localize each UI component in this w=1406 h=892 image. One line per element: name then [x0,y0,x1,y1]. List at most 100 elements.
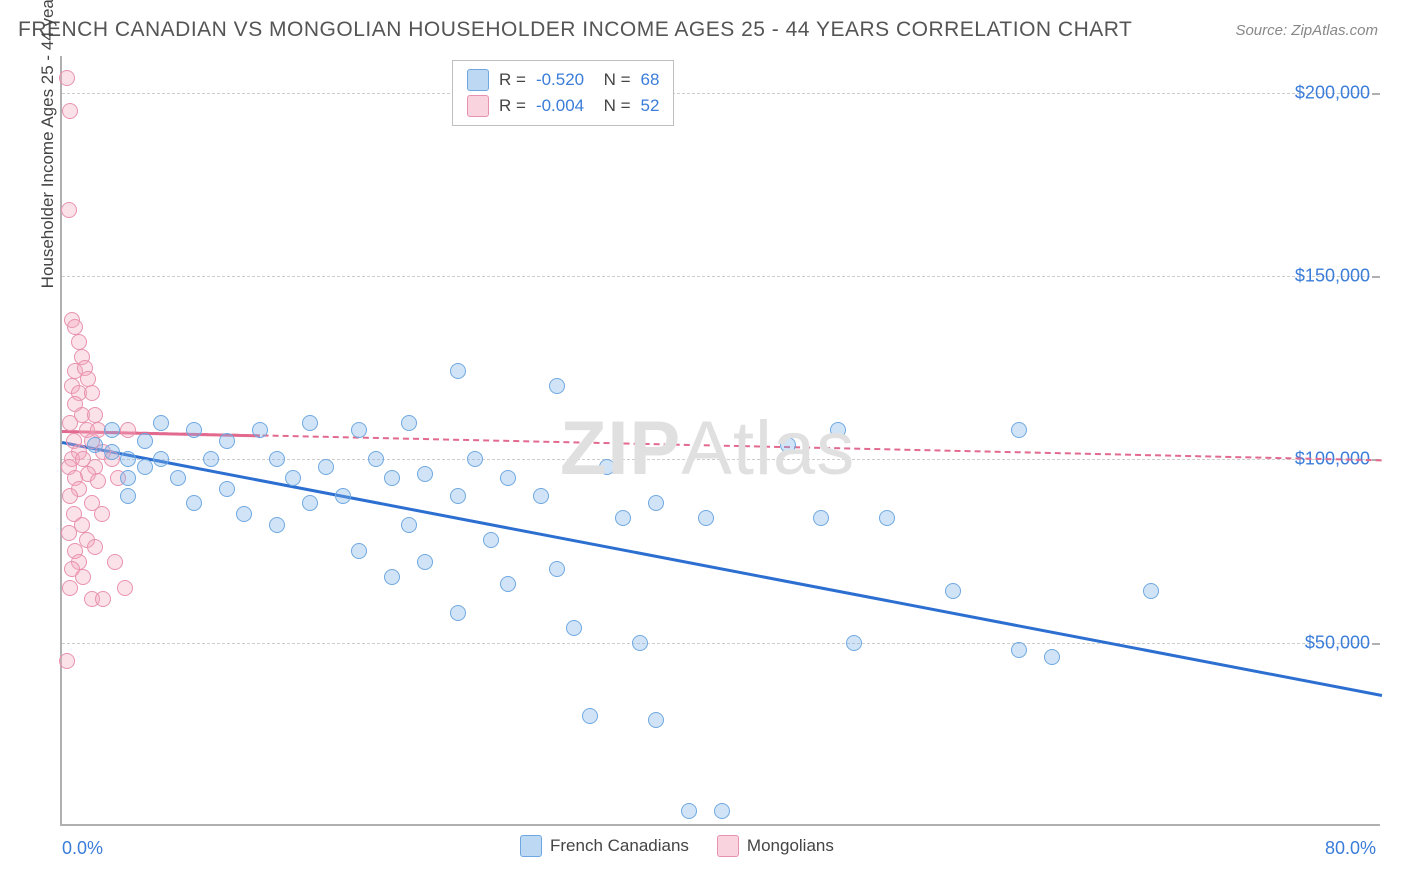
data-point [87,539,103,555]
data-point [483,532,499,548]
data-point [84,385,100,401]
data-point [104,422,120,438]
data-point [566,620,582,636]
trend-line-French Canadians [62,441,1383,697]
data-point [401,517,417,533]
data-point [302,495,318,511]
data-point [1011,642,1027,658]
data-point [1011,422,1027,438]
stats-row: R = -0.004 N = 52 [467,93,659,119]
data-point [285,470,301,486]
data-point [94,506,110,522]
data-point [780,437,796,453]
data-point [153,415,169,431]
legend-swatch [467,95,489,117]
data-point [1143,583,1159,599]
chart-title: FRENCH CANADIAN VS MONGOLIAN HOUSEHOLDER… [18,18,1132,42]
data-point [120,488,136,504]
gridline [62,93,1380,94]
source-label: Source: ZipAtlas.com [1235,22,1378,39]
stat-r-label: R = [499,93,526,119]
stat-n-label: N = [594,67,630,93]
data-point [384,569,400,585]
y-tick-mark [1372,643,1380,645]
plot-area: $50,000$100,000$150,000$200,000 [60,56,1380,826]
data-point [107,554,123,570]
x-axis-max-label: 80.0% [1325,838,1376,859]
data-point [450,605,466,621]
data-point [582,708,598,724]
y-tick-label: $50,000 [1305,632,1370,653]
data-point [615,510,631,526]
data-point [417,554,433,570]
data-point [95,591,111,607]
data-point [203,451,219,467]
data-point [335,488,351,504]
stat-r-label: R = [499,67,526,93]
data-point [467,451,483,467]
data-point [681,803,697,819]
data-point [945,583,961,599]
data-point [59,70,75,86]
data-point [1044,649,1060,665]
data-point [500,576,516,592]
data-point [104,444,120,460]
data-point [714,803,730,819]
data-point [87,437,103,453]
data-point [632,635,648,651]
data-point [153,451,169,467]
data-point [351,422,367,438]
gridline [62,643,1380,644]
data-point [236,506,252,522]
data-point [186,495,202,511]
data-point [450,488,466,504]
data-point [813,510,829,526]
stat-n-label: N = [594,93,630,119]
data-point [384,470,400,486]
data-point [117,580,133,596]
data-point [698,510,714,526]
y-tick-label: $150,000 [1295,266,1370,287]
data-point [170,470,186,486]
data-point [599,459,615,475]
data-point [186,422,202,438]
data-point [252,422,268,438]
legend-bottom: French CanadiansMongolians [520,835,834,857]
data-point [269,451,285,467]
legend-label: French Canadians [550,836,689,856]
y-tick-label: $200,000 [1295,82,1370,103]
data-point [368,451,384,467]
stats-legend: R = -0.520 N = 68R = -0.004 N = 52 [452,60,674,126]
data-point [351,543,367,559]
stat-r-value: -0.520 [536,67,584,93]
data-point [648,712,664,728]
data-point [87,407,103,423]
stat-r-value: -0.004 [536,93,584,119]
legend-item: French Canadians [520,835,689,857]
data-point [549,561,565,577]
data-point [830,422,846,438]
data-point [67,319,83,335]
gridline [62,276,1380,277]
legend-swatch [467,69,489,91]
data-point [137,433,153,449]
stat-n-value: 68 [641,67,660,93]
data-point [219,481,235,497]
x-axis-min-label: 0.0% [62,838,103,859]
data-point [71,334,87,350]
legend-swatch [717,835,739,857]
data-point [648,495,664,511]
data-point [62,415,78,431]
data-point [500,470,516,486]
y-axis-title: Householder Income Ages 25 - 44 years [38,0,58,288]
data-point [59,653,75,669]
data-point [318,459,334,475]
data-point [533,488,549,504]
data-point [450,363,466,379]
data-point [90,473,106,489]
data-point [120,451,136,467]
data-point [219,433,235,449]
data-point [62,488,78,504]
data-point [61,202,77,218]
data-point [120,422,136,438]
